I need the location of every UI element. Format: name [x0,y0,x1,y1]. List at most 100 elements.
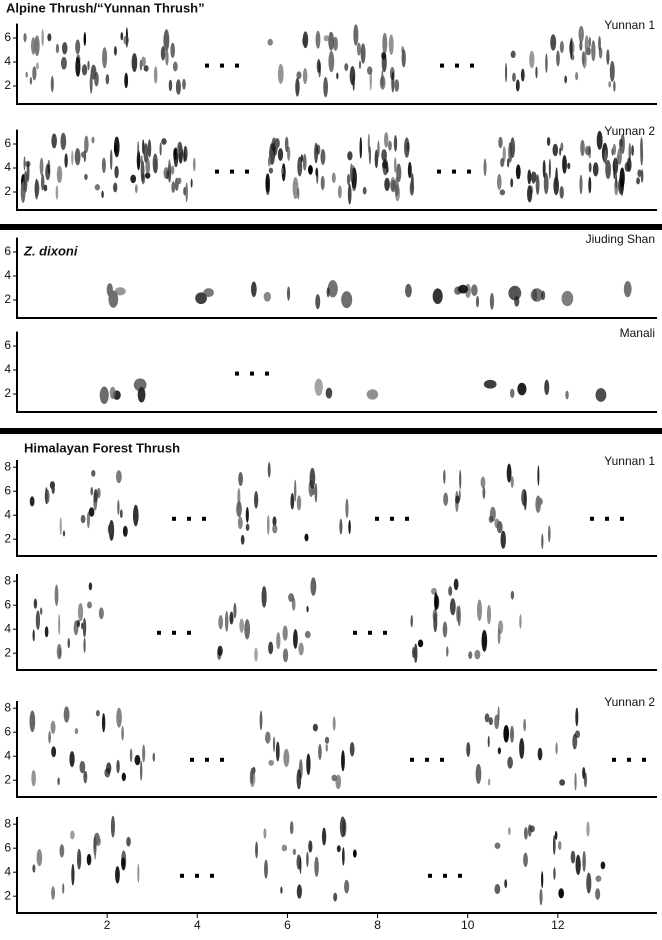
sonogram-note [296,71,302,80]
sonogram-note [217,645,223,657]
sonogram-note [510,50,516,59]
sonogram-note [263,291,271,302]
sonogram-note [541,290,546,301]
sonogram-note [535,174,540,195]
sonogram-note [598,47,603,59]
sonogram-note [394,79,400,92]
sonogram-note [93,836,97,850]
sonogram-note [619,167,625,188]
sonogram-note [565,390,569,400]
sonogram-note [129,748,133,763]
sonogram-note [267,462,271,478]
sonogram-note [507,158,510,168]
sonogram-note [183,145,188,162]
sonogram-note [60,132,67,151]
sonogram-note [466,741,471,757]
sonogram-note [304,630,311,639]
sonogram-note [86,853,92,866]
sonogram-note [121,725,124,741]
sonogram-note [275,741,280,762]
sonogram-note [558,888,565,899]
x-tick-label: 4 [194,918,201,932]
sonogram-note [94,72,99,87]
sonogram-note [608,81,612,88]
sonogram-note [296,769,302,790]
sonogram-note [185,182,188,203]
sonogram-note [510,476,514,488]
sonogram-note [153,66,158,84]
sonogram-note [609,60,615,82]
sonogram-note [119,509,123,519]
sonogram-note [619,139,622,151]
sonogram-note [101,157,106,174]
sonogram-note [527,824,532,837]
ellipsis-dot [428,873,432,878]
y-tick-label: 6 [4,338,11,352]
ellipsis-dot [467,169,471,174]
sonogram-note [579,174,583,195]
sonogram-note [94,184,101,191]
sonogram-note [265,173,270,193]
sonogram-note [36,62,39,70]
y-tick-label: 6 [4,483,11,497]
sonogram-note [393,157,397,173]
sonogram-note [86,511,90,529]
sonogram-note [130,174,137,184]
sonogram-note [55,185,59,200]
y-tick-label: 4 [4,54,11,68]
ellipsis-dot [215,169,219,174]
sonogram-note [266,514,270,536]
sonogram-note [131,53,138,73]
sonogram-note [170,165,175,175]
sonogram-note [70,830,75,840]
sonogram-note [245,523,250,531]
sonogram-note [98,607,104,620]
sonogram-note [546,136,551,146]
sonogram-note [336,845,341,853]
sonogram-note [504,879,508,889]
sonogram-note [448,586,453,597]
sonogram-note [297,156,303,177]
sonogram-note [39,157,44,176]
sonogram-note [175,79,181,95]
sonogram-note [30,37,36,55]
sonogram-note [160,46,166,61]
sonogram-note [570,850,576,864]
sonogram-note [474,649,481,660]
sonogram-note [263,828,267,839]
sonogram-note [489,506,496,522]
sonogram-note [71,863,75,886]
sonogram-note [143,143,149,163]
sonogram-note [261,585,267,608]
sonogram-note [612,157,619,175]
sonogram-note [475,763,482,784]
sonogram-note [47,159,51,175]
sonogram-note [347,151,353,161]
sonogram-note [141,56,146,67]
sonogram-note [48,731,51,744]
sonogram-note [283,748,290,767]
sonogram-note [297,187,300,200]
sonogram-note [115,470,122,484]
sonogram-note [588,145,591,159]
sonogram-note [93,488,98,503]
sonogram-note [50,75,54,93]
sonogram-note [331,172,336,184]
sonogram-note [134,754,141,766]
sonogram-note [347,183,352,205]
sonogram-note [344,879,350,894]
sonogram-note [81,151,86,158]
sonogram-note [244,619,251,640]
sonogram-note [486,604,492,625]
sonogram-note [588,36,591,48]
sonogram-note [195,292,207,305]
y-tick-label: 6 [4,597,11,611]
sonogram-note [51,746,57,758]
sonogram-note [29,77,33,85]
ellipsis-dot [405,516,409,521]
sonogram-note [145,157,151,175]
y-tick-label: 2 [4,292,11,306]
ellipsis-dot [590,516,594,521]
sonogram-note [554,830,558,840]
sonogram-note [31,769,36,787]
